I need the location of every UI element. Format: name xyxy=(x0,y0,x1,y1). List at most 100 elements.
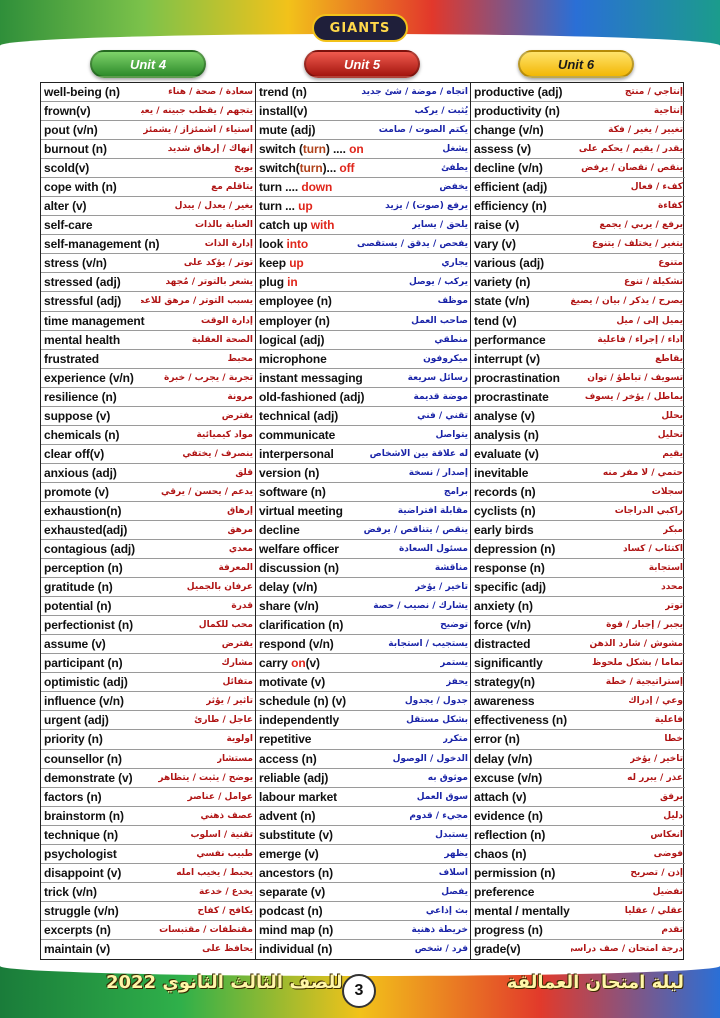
table-row: frown(v) يتجهم / يقطب جبينه / يعبس xyxy=(41,102,255,122)
table-row: distracted مشوش / شارد الذهن xyxy=(471,635,685,655)
table-row: influence (v/n) تأثير / يؤثر xyxy=(41,692,255,712)
arabic-meaning: يطفئ xyxy=(441,163,468,174)
table-row: delay (v/n) تأخير / يؤخر xyxy=(256,578,470,598)
arabic-meaning: تأثير / يؤثر xyxy=(206,696,253,707)
english-term: vary (v) xyxy=(474,237,516,252)
table-row: virtual meeting مقابلة افتراضية xyxy=(256,502,470,521)
english-term: tend (v) xyxy=(474,313,517,328)
english-term: effectiveness (n) xyxy=(474,713,567,728)
english-term: counsellor (n) xyxy=(44,751,122,766)
arabic-meaning: موظف xyxy=(437,296,468,307)
english-term: exhaustion(n) xyxy=(44,503,122,518)
table-row: mind map (n) خريطة ذهنية xyxy=(256,921,470,940)
english-term: stress (v/n) xyxy=(44,256,107,271)
table-row: perception (n) المعرفة xyxy=(41,559,255,579)
english-term: efficient (adj) xyxy=(474,180,548,195)
page-number: 3 xyxy=(342,974,376,1008)
arabic-meaning: يتواصل xyxy=(435,429,468,440)
table-row: frustrated محبط xyxy=(41,350,255,369)
table-row: self-care العناية بالذات xyxy=(41,216,255,236)
arabic-meaning: محب للكمال xyxy=(198,620,253,631)
arabic-meaning: أولوية xyxy=(226,734,253,745)
table-row: early birds مبكر xyxy=(471,521,685,541)
english-term: records (n) xyxy=(474,484,536,499)
english-term: procrastinate xyxy=(474,389,549,404)
english-term: burnout (n) xyxy=(44,142,107,157)
arabic-meaning: تفضيل xyxy=(652,886,683,897)
table-row: urgent (adj) عاجل / طارئ xyxy=(41,711,255,731)
table-row: tend (v) يميل إلى / ميل xyxy=(471,312,685,331)
english-term: reflection (n) xyxy=(474,827,546,842)
table-row: delay (v/n) تأخير / يؤخر xyxy=(471,750,685,769)
unit-6-column: productive (adj) إنتاجي / منتج productivit… xyxy=(471,83,685,959)
table-row: procrastinate يماطل / يؤخر / يسوف xyxy=(471,388,685,407)
arabic-meaning: الصحة العقلية xyxy=(191,334,253,345)
english-term: change (v/n) xyxy=(474,123,544,138)
table-row: brainstorm (n) عصف ذهني xyxy=(41,807,255,826)
english-term: communicate xyxy=(259,427,336,442)
arabic-meaning: رسائل سريعة xyxy=(407,372,468,383)
english-term: stressed (adj) xyxy=(44,275,121,290)
table-row: logical (adj) منطقي xyxy=(256,331,470,350)
arabic-meaning: يشارك / نصيب / حصة xyxy=(373,601,468,612)
arabic-meaning: يغير / يعدل / يبدل xyxy=(174,201,253,212)
arabic-meaning: يميل إلى / ميل xyxy=(616,315,683,326)
table-row: keep up يجاري xyxy=(256,254,470,274)
english-term: productive (adj) xyxy=(474,85,563,100)
arabic-meaning: يستجيب / استجابة xyxy=(388,639,468,650)
english-term: awareness xyxy=(474,694,535,709)
english-term: stressful (adj) xyxy=(44,294,122,309)
arabic-meaning: انعكاس xyxy=(650,829,683,840)
english-term: struggle (v/n) xyxy=(44,903,119,918)
table-row: old-fashioned (adj) موضة قديمة xyxy=(256,388,470,407)
arabic-meaning: يكتم الصوت / صامت xyxy=(378,125,468,136)
arabic-meaning: يسبب التوتر / مرهق للأعصاب xyxy=(141,296,253,307)
arabic-meaning: تقني / فني xyxy=(417,410,468,421)
table-row: clarification (n) توضيح xyxy=(256,616,470,636)
table-row: anxious (adj) قلق xyxy=(41,464,255,483)
arabic-meaning: صاحب العمل xyxy=(411,315,468,326)
english-term: brainstorm (n) xyxy=(44,808,124,823)
arabic-meaning: يخفض xyxy=(439,182,468,193)
arabic-meaning: سجلات xyxy=(651,486,683,497)
table-row: labour market سوق العمل xyxy=(256,788,470,807)
arabic-meaning: يفصل xyxy=(441,886,468,897)
table-row: anxiety (n) توتر xyxy=(471,597,685,617)
arabic-meaning: إصدار / نسخة xyxy=(408,467,468,478)
arabic-meaning: يتغير / يختلف / يتنوع xyxy=(592,239,683,250)
english-term: assess (v) xyxy=(474,142,532,157)
arabic-meaning: منطقي xyxy=(434,334,468,345)
arabic-meaning: مرهق xyxy=(227,525,253,535)
table-row: turn ... up يرفع (صوت) / يزيد xyxy=(256,197,470,217)
table-row: exhausted(adj) مرهق xyxy=(41,521,255,541)
arabic-meaning: موثوق به xyxy=(427,772,468,783)
english-term: switch(turn)... off xyxy=(259,161,355,176)
arabic-meaning: تسويف / تباطؤ / توان xyxy=(587,372,683,383)
english-term: carry on(v) xyxy=(259,656,320,671)
table-row: turn .... down يخفض xyxy=(256,178,470,198)
table-row: trend (n) اتجاه / موضة / شئ جديد xyxy=(256,83,470,103)
english-term: chaos (n) xyxy=(474,846,527,861)
english-term: performance xyxy=(474,332,546,347)
english-term: strategy(n) xyxy=(474,675,535,690)
table-row: progress (n) تقدم xyxy=(471,921,685,940)
arabic-meaning: مناقشة xyxy=(434,563,468,574)
table-row: carry on(v) يستمر xyxy=(256,654,470,674)
arabic-meaning: يفحص / يدقق / يستقصى xyxy=(357,239,468,250)
arabic-meaning: جدول / يجدول xyxy=(404,696,468,707)
english-term: frown(v) xyxy=(44,104,91,119)
english-term: exhausted(adj) xyxy=(44,523,128,537)
arabic-meaning: محدد xyxy=(661,582,683,593)
table-row: assume (v) يفترض xyxy=(41,635,255,655)
table-row: raise (v) يرفع / يربي / يجمع xyxy=(471,216,685,236)
arabic-meaning: استياء / اشمئزاز / يشمئز xyxy=(143,125,253,136)
table-row: depression (n) اكتئاب / كساد xyxy=(471,540,685,560)
arabic-meaning: ينقص / يتناقص / يرفض xyxy=(363,525,468,535)
table-row: emerge (v) يظهر xyxy=(256,845,470,864)
table-row: suppose (v) يفترض xyxy=(41,407,255,426)
english-term: trick (v/n) xyxy=(44,884,97,899)
arabic-meaning: فاعلية xyxy=(654,715,683,726)
english-term: excerpts (n) xyxy=(44,922,111,937)
arabic-meaning: العناية بالذات xyxy=(194,220,253,231)
table-row: specific (adj) محدد xyxy=(471,578,685,598)
